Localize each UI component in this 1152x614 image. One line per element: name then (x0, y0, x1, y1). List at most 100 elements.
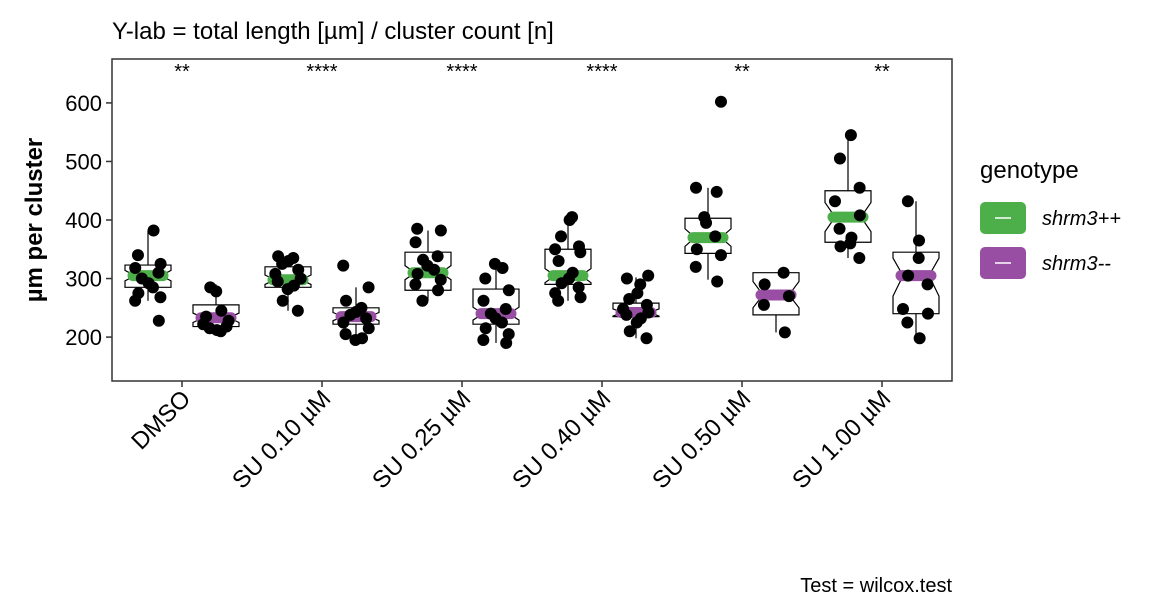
legend-title: genotype (980, 157, 1079, 184)
data-point (409, 236, 422, 249)
x-tick-label: DMSO (126, 385, 196, 455)
data-point (700, 216, 713, 229)
data-point (912, 252, 925, 265)
data-point (479, 272, 492, 285)
y-tick-label: 600 (65, 91, 102, 116)
data-point (913, 234, 926, 247)
data-point (152, 314, 165, 327)
data-point (913, 332, 926, 345)
data-point (757, 298, 770, 311)
plot-area: ** **** **** **** ** ** (124, 61, 940, 349)
data-point (711, 275, 724, 288)
data-point (349, 334, 362, 347)
data-point (630, 316, 643, 329)
data-point (642, 269, 655, 282)
data-point (495, 316, 508, 329)
data-point (897, 302, 910, 315)
data-point (479, 322, 492, 335)
data-point (689, 260, 702, 273)
data-point (147, 224, 160, 237)
data-point (129, 294, 142, 307)
data-point (640, 332, 653, 345)
data-point (552, 294, 565, 307)
data-point (362, 281, 375, 294)
data-point (276, 294, 289, 307)
significance-label: ** (734, 61, 750, 83)
significance-label: ** (874, 61, 890, 83)
data-point (709, 230, 722, 243)
data-point (710, 185, 723, 198)
significance-label: **** (306, 61, 337, 83)
plot-panel-border (111, 58, 953, 382)
data-point (844, 129, 857, 142)
y-tick-label: 300 (65, 267, 102, 292)
data-point (496, 262, 509, 275)
box-mutant (892, 251, 940, 315)
legend-entry: shrm3++ (1042, 208, 1121, 230)
data-point (902, 269, 915, 282)
data-point (555, 277, 568, 290)
data-point (214, 325, 227, 338)
y-tick-label: 500 (65, 149, 102, 174)
data-point (833, 222, 846, 235)
data-point (362, 322, 375, 335)
data-point (434, 224, 447, 237)
data-point (552, 254, 565, 267)
data-point (623, 293, 636, 306)
data-point (782, 290, 795, 303)
data-point (901, 195, 914, 208)
data-point (409, 278, 422, 291)
data-point (574, 291, 587, 304)
data-point (337, 259, 350, 272)
data-point (146, 281, 159, 294)
data-point (844, 237, 857, 250)
data-point (555, 230, 568, 243)
data-point (339, 328, 352, 341)
data-point (777, 266, 790, 279)
data-point (853, 209, 866, 222)
x-tick-label: SU 0.40 µM (507, 385, 616, 494)
caption: Test = wilcox.test (800, 575, 952, 597)
data-point (281, 283, 294, 296)
data-point (337, 316, 350, 329)
data-point (434, 273, 447, 286)
data-point (276, 257, 289, 270)
data-point (210, 285, 223, 298)
data-point (291, 304, 304, 317)
data-point (574, 246, 587, 259)
data-point (758, 278, 771, 291)
data-point (833, 152, 846, 165)
data-point (690, 243, 703, 256)
data-point (623, 325, 636, 338)
data-point (428, 263, 441, 276)
data-point (360, 312, 373, 325)
data-point (690, 181, 703, 194)
data-point (432, 284, 445, 297)
data-point (131, 249, 144, 262)
data-point (129, 262, 142, 275)
significance-label: **** (586, 61, 617, 83)
data-point (620, 308, 633, 321)
legend: genotype shrm3++ shrm3-- (980, 157, 1121, 279)
data-point (853, 252, 866, 265)
x-tick-label: SU 1.00 µM (787, 385, 896, 494)
data-point (829, 195, 842, 208)
data-point (499, 302, 512, 315)
x-tick-label: SU 0.25 µM (367, 385, 476, 494)
data-point (853, 181, 866, 194)
legend-entry: shrm3-- (1042, 253, 1111, 275)
data-point (500, 336, 513, 349)
data-point (411, 222, 424, 235)
data-point (714, 249, 727, 262)
data-point (344, 308, 357, 321)
data-point (714, 95, 727, 108)
data-point (271, 275, 284, 288)
y-tick-label: 200 (65, 325, 102, 350)
data-point (901, 316, 914, 329)
significance-label: **** (446, 61, 477, 83)
y-axis-label: µm per cluster (21, 138, 48, 303)
data-point (477, 294, 490, 307)
significance-label: ** (174, 61, 190, 83)
data-point (215, 304, 228, 317)
